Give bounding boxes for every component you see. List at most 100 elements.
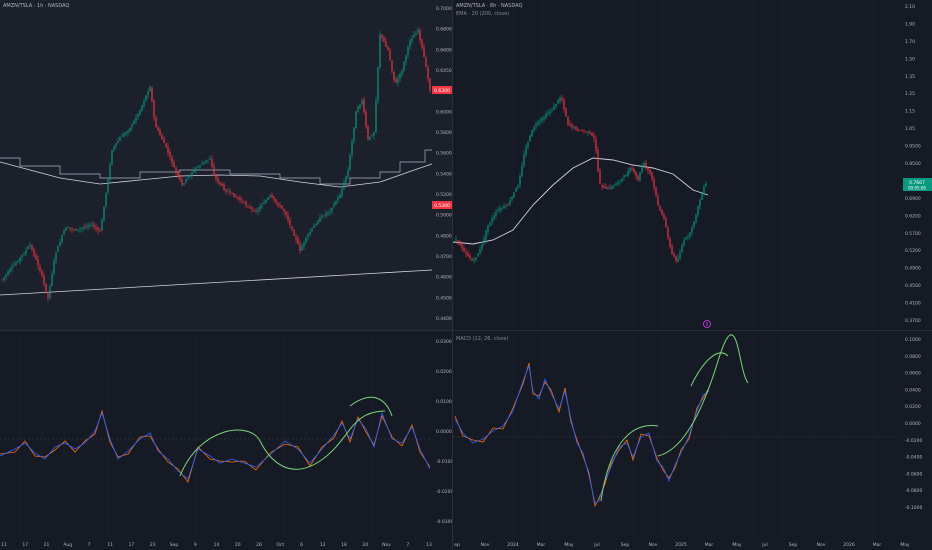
left-price-candle: [281, 205, 283, 209]
right-price-candle: [697, 205, 699, 215]
left-price-candle: [61, 235, 63, 243]
price-axis-label: 0.5600: [436, 151, 452, 157]
right-price-candle: [495, 212, 497, 216]
ema-line: [0, 161, 433, 188]
time-axis-label: 2025: [675, 542, 687, 548]
right-price-candle: [557, 99, 559, 104]
price-axis-label: 0.6450: [436, 68, 452, 74]
right-chart-title[interactable]: AMZN/TSLA · 8h · NASDAQ: [456, 3, 523, 9]
left-price-candle: [257, 209, 259, 212]
left-macd-pane[interactable]: 0.0300 0.0200 0.0100 0.0000 -0.0100 -0.0200 -0…: [0, 331, 452, 538]
left-price-candle: [87, 225, 89, 227]
right-price-candle: [623, 175, 625, 178]
left-price-candle: [213, 166, 215, 174]
left-price-candle: [415, 33, 417, 35]
layout-separator[interactable]: [452, 0, 453, 550]
left-price-candle: [115, 143, 117, 147]
drawing-curve: [690, 352, 729, 387]
left-price-candle: [103, 206, 105, 221]
right-price-candle: [465, 251, 467, 254]
left-chart-title[interactable]: AMZN/TSLA · 1h · NASDAQ: [3, 3, 70, 9]
price-axis-label: 0.4800: [436, 233, 452, 239]
left-price-candle: [427, 67, 429, 79]
left-price-candle: [137, 113, 139, 117]
left-price-candle: [247, 206, 249, 208]
left-price-candle: [169, 152, 171, 157]
left-price-candle: [243, 201, 245, 203]
left-price-chart[interactable]: 0.70000.68000.66000.64500.62000.60000.58…: [0, 0, 452, 330]
left-price-candle: [33, 249, 35, 256]
left-price-candle: [381, 34, 383, 38]
right-price-candle: [595, 139, 597, 151]
right-price-candle: [545, 114, 547, 118]
left-price-candle: [233, 193, 235, 197]
right-price-candle: [551, 109, 553, 111]
right-price-candle: [475, 257, 477, 261]
left-price-candle: [153, 100, 155, 117]
right-price-candle: [457, 239, 459, 242]
right-price-candle: [683, 239, 685, 246]
macd-axis-label: -0.0300: [436, 519, 452, 525]
left-price-candle: [283, 209, 285, 212]
left-price-candle: [139, 110, 141, 115]
left-price-candle: [409, 40, 411, 47]
price-axis-label: 0.5200: [436, 192, 452, 198]
left-price-candle: [171, 157, 173, 164]
left-price-candle: [327, 212, 329, 214]
right-price-pane[interactable]: 2.10 1.90 1.70 1.50 1.35 1.25 1.15 1.05 0.9500 0.…: [453, 0, 932, 330]
right-price-candle: [549, 111, 551, 114]
left-price-candle: [331, 207, 333, 212]
left-price-candle: [253, 209, 255, 211]
right-macd-pane[interactable]: 0.1000 0.0800 0.0600 0.0400 0.0200 0.0000 -0.0…: [453, 331, 932, 538]
left-price-candle: [237, 196, 239, 199]
left-price-candle: [25, 250, 27, 254]
price-badge-text: 0.5300: [434, 203, 450, 209]
right-time-axis[interactable]: ep Nov 2024 Mar May Jul Sep Nov 2025 Mar May Jul Sep…: [453, 538, 932, 550]
price-axis-label: 1.70: [905, 39, 915, 45]
left-price-candle: [9, 269, 11, 272]
left-price-candle: [255, 210, 257, 212]
price-axis-label: 1.15: [905, 109, 915, 115]
right-price-candle: [469, 255, 471, 259]
left-price-candle: [191, 172, 193, 177]
drawing-curve: [657, 334, 749, 457]
left-time-axis[interactable]: 11 17 21 Aug 7 11 17 23 Sep 9 14 20 26 Oct 6 12 18 24 Nov 7…: [0, 538, 452, 550]
left-price-candle: [293, 229, 295, 236]
right-price-candle: [585, 131, 587, 133]
price-axis-label: 1.90: [905, 21, 915, 27]
right-price-candle: [597, 150, 599, 172]
right-price-candle: [559, 97, 561, 101]
time-axis-label: 26: [256, 542, 262, 548]
left-price-pane[interactable]: 0.70000.68000.66000.64500.62000.60000.58…: [0, 0, 452, 330]
macd-indicator-label[interactable]: MACD (12, 26, close): [456, 336, 509, 342]
left-price-candle: [197, 166, 199, 168]
signal-line: [0, 409, 431, 483]
macd-axis-label: -0.0200: [436, 489, 452, 495]
right-price-candle: [681, 245, 683, 253]
right-price-candle: [565, 108, 567, 117]
left-price-candle: [173, 162, 175, 168]
right-macd-chart[interactable]: 0.1000 0.0800 0.0600 0.0400 0.0200 0.0000 -0.0…: [453, 331, 932, 538]
macd-axis-label: 0.0000: [905, 421, 921, 427]
left-price-candle: [311, 228, 313, 232]
left-price-candle: [125, 131, 127, 135]
left-price-candle: [393, 71, 395, 81]
price-axis-label: 0.8500: [905, 161, 921, 167]
macd-axis-label: 0.0300: [436, 339, 452, 345]
left-price-candle: [401, 70, 403, 75]
left-price-candle: [49, 286, 51, 298]
time-axis-label: 2026: [843, 542, 855, 548]
left-price-candle: [357, 107, 359, 112]
left-price-candle: [361, 100, 363, 105]
left-price-candle: [373, 132, 375, 136]
left-price-candle: [259, 206, 261, 210]
left-price-candle: [123, 133, 125, 137]
right-price-candle: [487, 224, 489, 232]
left-price-candle: [69, 227, 71, 229]
right-price-candle: [507, 205, 509, 207]
ema-indicator-label[interactable]: EMA · 20 (200, close): [456, 11, 510, 17]
time-axis-label: Jul: [593, 542, 599, 548]
right-price-chart[interactable]: 2.10 1.90 1.70 1.50 1.35 1.25 1.15 1.05 0.9500 0.…: [453, 0, 932, 330]
pane-separator[interactable]: [0, 330, 932, 331]
left-macd-chart[interactable]: 0.0300 0.0200 0.0100 0.0000 -0.0100 -0.0200 -0…: [0, 331, 452, 538]
